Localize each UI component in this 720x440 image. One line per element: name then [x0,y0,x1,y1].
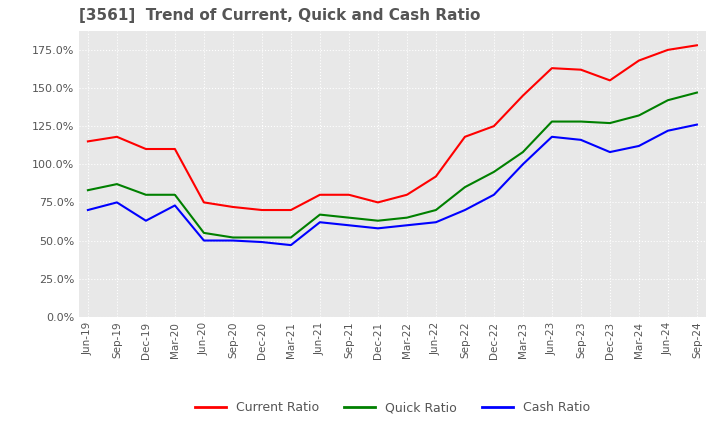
Current Ratio [112,134,121,139]
Quick Ratio [258,235,266,240]
Cash Ratio [402,223,411,228]
Quick Ratio [171,192,179,198]
Quick Ratio [84,187,92,193]
Quick Ratio [199,230,208,235]
Current Ratio [374,200,382,205]
Quick Ratio [548,119,557,124]
Cash Ratio [345,223,354,228]
Current Ratio [693,43,701,48]
Current Ratio [287,207,295,213]
Current Ratio [199,200,208,205]
Cash Ratio [461,207,469,213]
Quick Ratio [664,98,672,103]
Quick Ratio [431,207,440,213]
Legend: Current Ratio, Quick Ratio, Cash Ratio: Current Ratio, Quick Ratio, Cash Ratio [189,396,595,419]
Cash Ratio [287,242,295,248]
Cash Ratio [606,150,614,155]
Quick Ratio [315,212,324,217]
Quick Ratio [518,150,527,155]
Current Ratio [171,147,179,152]
Text: [3561]  Trend of Current, Quick and Cash Ratio: [3561] Trend of Current, Quick and Cash … [79,7,480,23]
Cash Ratio [490,192,498,198]
Quick Ratio [345,215,354,220]
Cash Ratio [634,143,643,149]
Quick Ratio [693,90,701,95]
Line: Cash Ratio: Cash Ratio [88,125,697,245]
Current Ratio [490,124,498,129]
Current Ratio [577,67,585,72]
Current Ratio [258,207,266,213]
Current Ratio [228,204,237,209]
Quick Ratio [402,215,411,220]
Current Ratio [315,192,324,198]
Cash Ratio [228,238,237,243]
Current Ratio [518,93,527,98]
Current Ratio [634,58,643,63]
Current Ratio [345,192,354,198]
Quick Ratio [606,121,614,126]
Cash Ratio [112,200,121,205]
Cash Ratio [548,134,557,139]
Cash Ratio [315,220,324,225]
Cash Ratio [171,203,179,208]
Cash Ratio [664,128,672,133]
Cash Ratio [431,220,440,225]
Cash Ratio [142,218,150,224]
Current Ratio [402,192,411,198]
Quick Ratio [634,113,643,118]
Cash Ratio [199,238,208,243]
Cash Ratio [258,239,266,245]
Current Ratio [664,47,672,52]
Cash Ratio [693,122,701,127]
Current Ratio [548,66,557,71]
Cash Ratio [84,207,92,213]
Quick Ratio [112,181,121,187]
Cash Ratio [374,226,382,231]
Quick Ratio [228,235,237,240]
Current Ratio [84,139,92,144]
Cash Ratio [518,161,527,167]
Line: Quick Ratio: Quick Ratio [88,92,697,238]
Cash Ratio [577,137,585,143]
Quick Ratio [374,218,382,224]
Quick Ratio [287,235,295,240]
Current Ratio [142,147,150,152]
Current Ratio [606,78,614,83]
Line: Current Ratio: Current Ratio [88,45,697,210]
Quick Ratio [490,169,498,175]
Current Ratio [431,174,440,179]
Quick Ratio [577,119,585,124]
Current Ratio [461,134,469,139]
Quick Ratio [461,184,469,190]
Quick Ratio [142,192,150,198]
